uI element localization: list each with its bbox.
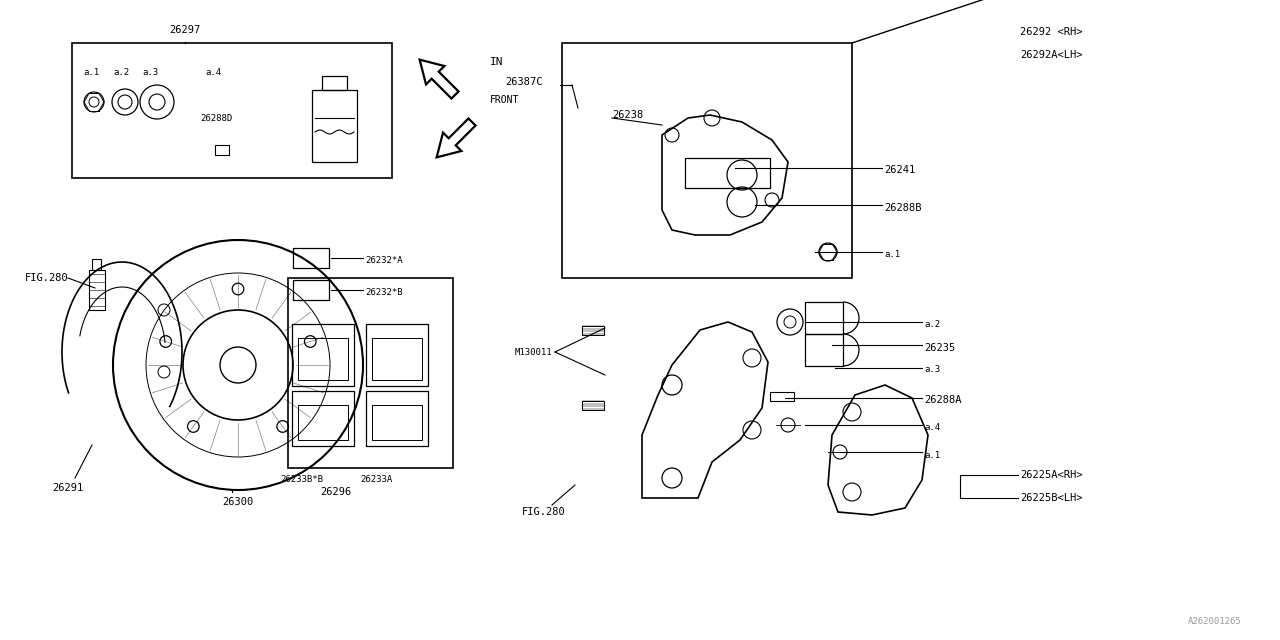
Text: 26233B*B: 26233B*B bbox=[280, 476, 323, 484]
Text: a.3: a.3 bbox=[924, 365, 940, 374]
Text: 26225B<LH>: 26225B<LH> bbox=[1020, 493, 1083, 503]
Text: 26288D: 26288D bbox=[200, 113, 232, 122]
Bar bbox=[91, 259, 101, 270]
Bar bbox=[323, 76, 347, 90]
Bar bbox=[298, 338, 348, 380]
Text: 26297: 26297 bbox=[169, 25, 201, 35]
Bar bbox=[562, 43, 852, 278]
Text: 26232*A: 26232*A bbox=[365, 255, 403, 264]
Bar bbox=[582, 326, 604, 335]
Bar bbox=[366, 391, 428, 446]
Text: IN: IN bbox=[490, 57, 503, 67]
Text: a.4: a.4 bbox=[924, 424, 940, 433]
Text: M130011: M130011 bbox=[515, 348, 553, 356]
Text: 26292A<LH>: 26292A<LH> bbox=[1020, 50, 1083, 60]
Bar bbox=[685, 158, 771, 188]
Text: a.4: a.4 bbox=[205, 67, 221, 77]
Text: a.2: a.2 bbox=[113, 67, 129, 77]
Bar bbox=[805, 334, 844, 366]
Bar bbox=[90, 270, 105, 310]
Text: 26296: 26296 bbox=[320, 487, 352, 497]
Bar bbox=[292, 324, 355, 386]
Bar bbox=[312, 90, 357, 162]
Text: 26292 <RH>: 26292 <RH> bbox=[1020, 27, 1083, 37]
Bar bbox=[298, 405, 348, 440]
Text: FRONT: FRONT bbox=[490, 95, 520, 105]
Bar bbox=[372, 405, 422, 440]
Bar bbox=[72, 43, 392, 178]
Bar bbox=[372, 338, 422, 380]
Text: a.1: a.1 bbox=[924, 451, 940, 460]
Bar bbox=[293, 280, 329, 300]
Text: 26288A: 26288A bbox=[924, 395, 961, 405]
Text: 26288B: 26288B bbox=[884, 203, 922, 213]
Bar bbox=[366, 324, 428, 386]
Text: a.2: a.2 bbox=[924, 319, 940, 328]
Text: FIG.280: FIG.280 bbox=[26, 273, 69, 283]
Text: 26232*B: 26232*B bbox=[365, 287, 403, 296]
Bar bbox=[805, 302, 844, 334]
Bar bbox=[215, 145, 229, 155]
Text: FIG.280: FIG.280 bbox=[522, 507, 566, 517]
Text: a.1: a.1 bbox=[83, 67, 99, 77]
Bar bbox=[292, 391, 355, 446]
Text: 26233A: 26233A bbox=[360, 476, 392, 484]
Text: 26291: 26291 bbox=[52, 483, 83, 493]
Bar bbox=[582, 401, 604, 410]
Text: 26300: 26300 bbox=[221, 497, 253, 507]
Text: 26387C: 26387C bbox=[506, 77, 543, 87]
Text: A262001265: A262001265 bbox=[1188, 618, 1242, 627]
Bar bbox=[293, 248, 329, 268]
Text: 26225A<RH>: 26225A<RH> bbox=[1020, 470, 1083, 480]
Text: a.3: a.3 bbox=[142, 67, 159, 77]
Text: 26238: 26238 bbox=[612, 110, 644, 120]
Text: a.1: a.1 bbox=[884, 250, 900, 259]
Bar bbox=[771, 392, 794, 401]
Text: 26241: 26241 bbox=[884, 165, 915, 175]
Text: 26235: 26235 bbox=[924, 343, 955, 353]
Bar bbox=[288, 278, 453, 468]
